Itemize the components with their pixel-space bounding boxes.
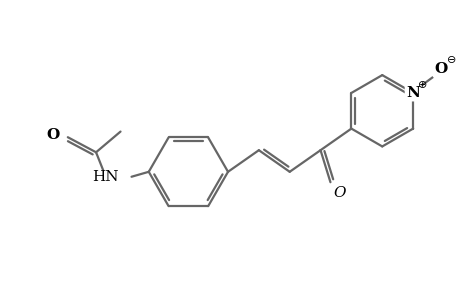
Text: O: O <box>433 62 447 76</box>
Text: ⊕: ⊕ <box>418 80 427 90</box>
Text: N: N <box>405 86 419 100</box>
Text: HN: HN <box>92 170 118 184</box>
Text: ⊖: ⊖ <box>446 55 455 65</box>
Text: O: O <box>333 186 345 200</box>
Text: O: O <box>46 128 60 142</box>
